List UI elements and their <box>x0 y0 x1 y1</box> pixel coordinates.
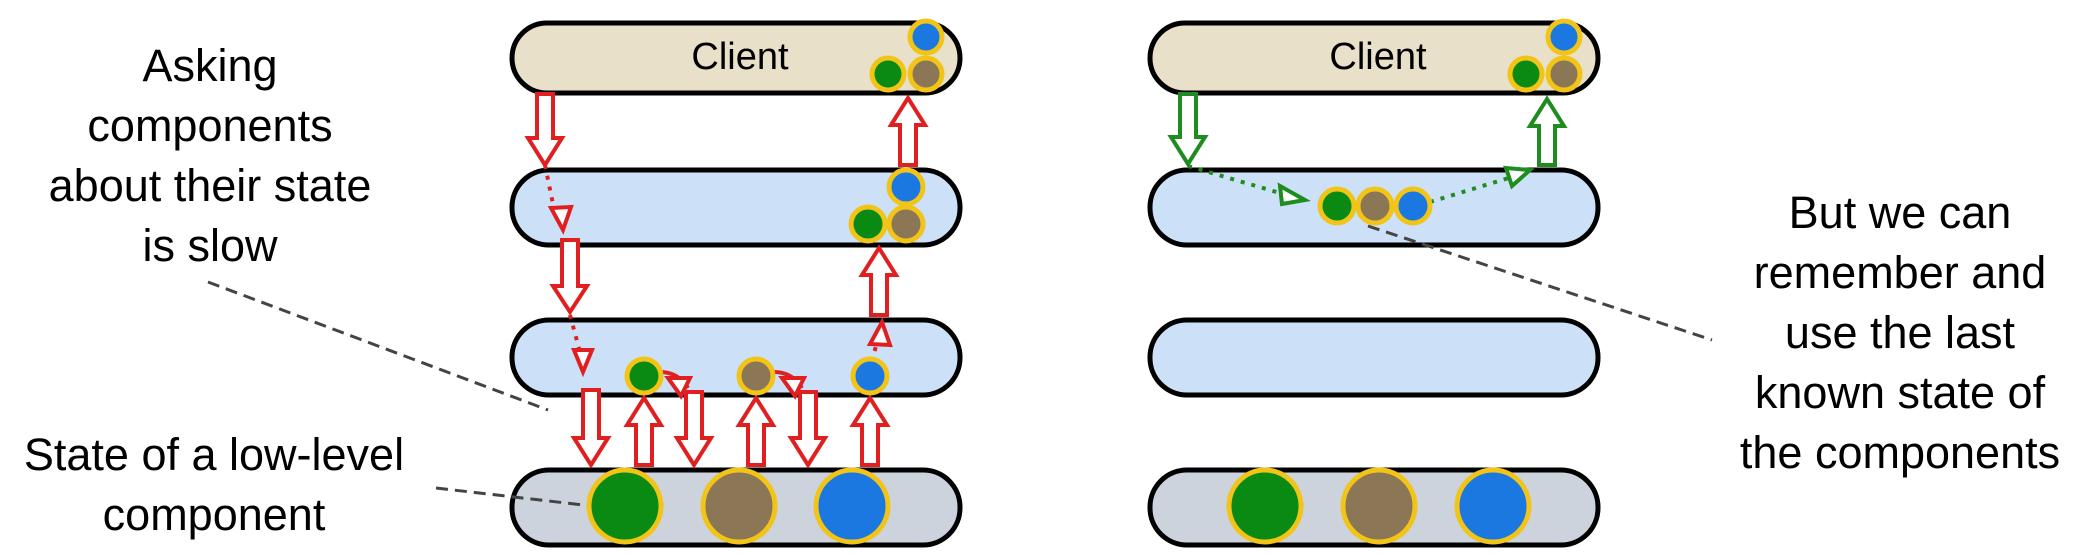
slow-arrow-down-mid2 <box>570 388 612 469</box>
right-cached-green-state <box>1317 186 1357 226</box>
slow-arrow-up-blue <box>849 394 891 467</box>
right-component-green <box>1226 467 1304 545</box>
right-client-brown-state <box>1545 55 1583 93</box>
right-cached-brown-state <box>1355 186 1395 226</box>
left-component-brown <box>700 467 778 545</box>
left-client-green-state <box>869 55 907 93</box>
right-client-green-state <box>1507 55 1545 93</box>
state-circles <box>586 18 1583 545</box>
right-cached-blue-state <box>1393 186 1433 226</box>
left-component-blue <box>813 467 891 545</box>
slow-arrow-up-mid1 <box>858 244 900 317</box>
right-component-blue <box>1454 467 1532 545</box>
cached-state-path <box>1167 92 1568 207</box>
right-component-brown <box>1340 467 1418 545</box>
note-asking-components-slow: Asking components about their state is s… <box>48 40 372 271</box>
annotation-line-remember <box>1367 224 1713 342</box>
slow-dotted-head-2 <box>571 348 595 378</box>
cached-dotted-head-1 <box>1277 182 1311 207</box>
right-stack: Client <box>1147 20 1601 548</box>
right-client-blue-state <box>1545 18 1583 56</box>
right-mid-layer-2 <box>1147 317 1601 398</box>
right-client-layer <box>1147 20 1601 96</box>
cached-dotted-to-cache <box>1187 164 1291 198</box>
slow-arrow-down-return-brown <box>787 390 829 469</box>
slow-arrow-down-client <box>524 92 566 169</box>
left-component-green <box>586 467 664 545</box>
left-mid2-green-state <box>624 356 664 396</box>
left-mid1-blue-state <box>886 167 926 207</box>
left-mid1-brown-state <box>886 204 926 244</box>
slow-hook-head-2 <box>778 376 808 400</box>
note-remember-last-state: But we can remember and use the last kno… <box>1739 187 2061 478</box>
note-state-low-level-component: State of a low-level component <box>23 429 405 540</box>
slow-query-path <box>524 92 929 469</box>
left-mid2-blue-state <box>850 356 890 396</box>
slow-arrow-down-return-green <box>673 390 715 469</box>
cached-dotted-from-cache <box>1429 175 1513 204</box>
slow-hook-head-1 <box>664 376 694 400</box>
left-mid-layer-1 <box>509 167 963 248</box>
annotation-line-state <box>435 486 593 508</box>
slow-arrow-up-brown <box>735 394 777 467</box>
left-mid2-brown-state <box>736 356 776 396</box>
left-client-layer <box>509 20 963 96</box>
cached-arrow-down-client <box>1167 92 1209 168</box>
slow-dotted-1 <box>543 164 557 215</box>
left-client-blue-state <box>907 18 945 56</box>
left-mid-layer-2 <box>509 317 963 398</box>
cached-arrow-up-client <box>1526 95 1568 167</box>
slow-dotted-head-1 <box>547 204 574 235</box>
slow-dotted-head-3 <box>866 317 893 348</box>
annotation-line-asking <box>207 280 549 412</box>
right-client-label: Client <box>1329 36 1427 78</box>
left-client-brown-state <box>907 55 945 93</box>
slow-arrow-down-mid1 <box>549 238 591 316</box>
cached-dotted-head-2 <box>1503 165 1535 190</box>
left-mid1-green-state <box>848 204 888 244</box>
annotation-lines <box>207 224 1713 508</box>
left-client-label: Client <box>691 36 789 78</box>
slow-arrow-up-green <box>623 394 665 467</box>
slow-arrow-up-client <box>887 94 929 167</box>
